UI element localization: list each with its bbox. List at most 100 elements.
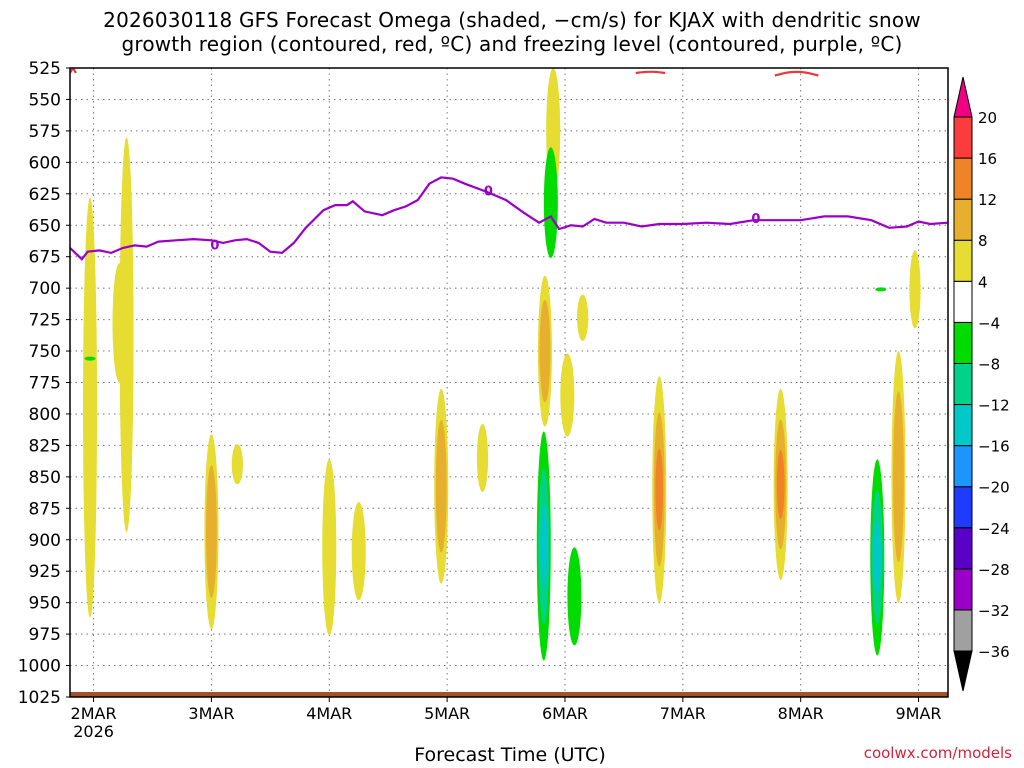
- y-tick-label: 875: [29, 499, 61, 519]
- omega-area-10: [537, 275, 552, 427]
- y-tick-label: 750: [29, 342, 61, 362]
- x-tick-label: 2MAR: [71, 704, 117, 723]
- omega-area-2: [112, 262, 127, 383]
- colorbar-label: 20: [978, 109, 997, 127]
- y-tick-label: 1025: [18, 688, 61, 708]
- x-tick-label: 5MAR: [424, 704, 470, 723]
- omega-area-22: [84, 356, 96, 361]
- omega-shade-level: [322, 459, 337, 636]
- dendritic-contour-0: [70, 68, 77, 74]
- omega-layer: [83, 68, 921, 661]
- colorbar-segment: [953, 486, 973, 529]
- colorbar-bottom-arrow: [953, 650, 973, 692]
- omega-area-21: [875, 287, 887, 292]
- omega-shade-level: [476, 424, 489, 492]
- y-tick-label: 525: [29, 59, 61, 79]
- x-tick-label: 6MAR: [542, 704, 588, 723]
- omega-area-14: [773, 388, 788, 581]
- y-tick-label: 725: [29, 311, 61, 331]
- omega-area-1: [119, 137, 134, 533]
- colorbar-segment: [953, 404, 973, 447]
- omega-shade-level: [577, 294, 589, 341]
- source-credit: coolwx.com/models: [863, 744, 1012, 762]
- y-tick-label: 850: [29, 468, 61, 488]
- chart-title: 2026030118 GFS Forecast Omega (shaded, −…: [0, 8, 1024, 56]
- x-tick-label: 4MAR: [306, 704, 352, 723]
- omega-shade-level: [893, 391, 904, 563]
- colorbar: −36 −32 −28 −24 −20 −16 −12 −8 −4 4 8 12 16 20: [953, 76, 1010, 692]
- y-axis: 525 550 575 600 625 650 675 700 725 750 775 800 825 8…: [18, 59, 70, 708]
- omega-area-6: [351, 502, 366, 601]
- x-tick-label: 7MAR: [660, 704, 706, 723]
- omega-area-8: [476, 424, 489, 492]
- x-tick-label: 9MAR: [896, 704, 942, 723]
- x-tick-label: 8MAR: [778, 704, 824, 723]
- colorbar-label: −4: [978, 314, 1000, 332]
- y-tick-label: 675: [29, 248, 61, 268]
- freezing-level-label-0: 0: [210, 238, 219, 253]
- dendritic-layer: [70, 68, 819, 77]
- colorbar-label: −20: [978, 479, 1010, 497]
- colorbar-segment: [953, 568, 973, 611]
- dendritic-contour-2: [774, 70, 819, 77]
- y-tick-label: 700: [29, 279, 61, 299]
- omega-area-7: [434, 388, 449, 584]
- colorbar-segment: [953, 527, 973, 570]
- colorbar-segment: [953, 280, 973, 323]
- x-axis-title: Forecast Time (UTC): [414, 744, 606, 766]
- omega-area-0: [83, 197, 98, 618]
- colorbar-label: −28: [978, 561, 1010, 579]
- freezing-level-label-1: 0: [484, 184, 493, 199]
- colorbar-label: 16: [978, 150, 997, 168]
- freezing-layer: 0 0 0: [70, 176, 948, 261]
- omega-shade-level: [909, 250, 921, 329]
- omega-area-5: [322, 459, 337, 636]
- omega-area-18: [543, 147, 558, 258]
- omega-shade-level: [84, 356, 96, 361]
- y-tick-label: 600: [29, 153, 61, 173]
- y-tick-label: 950: [29, 594, 61, 614]
- x-tick-sublabel: 2026: [73, 722, 114, 741]
- colorbar-segment: [953, 445, 973, 488]
- omega-area-11: [560, 353, 575, 437]
- y-tick-label: 650: [29, 216, 61, 236]
- colorbar-label: −12: [978, 397, 1010, 415]
- y-tick-label: 1000: [18, 657, 61, 677]
- colorbar-segment: [953, 362, 973, 406]
- omega-shade-level: [119, 137, 134, 533]
- omega-shade-level: [543, 147, 558, 258]
- omega-shade-level: [112, 262, 127, 383]
- colorbar-segment: [953, 116, 973, 159]
- ground-strip: [70, 691, 948, 697]
- y-tick-label: 975: [29, 625, 61, 645]
- y-tick-label: 575: [29, 122, 61, 142]
- y-tick-label: 625: [29, 185, 61, 205]
- omega-area-20: [870, 459, 885, 656]
- freezing-level-line: [70, 176, 948, 261]
- omega-shade-level: [560, 353, 575, 437]
- omega-area-17: [536, 431, 551, 661]
- dendritic-contour-1: [635, 70, 666, 75]
- colorbar-label: 12: [978, 191, 997, 209]
- omega-area-4: [231, 444, 243, 485]
- colorbar-segment: [953, 198, 973, 241]
- y-tick-label: 900: [29, 531, 61, 551]
- omega-shade-level: [83, 197, 98, 618]
- chart-title-line1: 2026030118 GFS Forecast Omega (shaded, −…: [103, 8, 921, 32]
- colorbar-segment: [953, 609, 973, 652]
- omega-area-16: [909, 250, 921, 329]
- omega-shade-level: [539, 504, 548, 588]
- colorbar-segment: [953, 239, 973, 282]
- x-tick-label: 3MAR: [188, 704, 234, 723]
- colorbar-label: −32: [978, 602, 1010, 620]
- chart-title-line2: growth region (contoured, red, ºC) and f…: [121, 32, 903, 56]
- colorbar-label: 8: [978, 232, 988, 250]
- y-tick-label: 925: [29, 562, 61, 582]
- omega-area-13: [652, 376, 667, 603]
- omega-shade-level: [539, 299, 551, 403]
- freezing-level-label-2: 0: [751, 212, 760, 227]
- omega-shade-level: [351, 502, 366, 601]
- colorbar-label: −24: [978, 520, 1010, 538]
- colorbar-label: −16: [978, 438, 1010, 456]
